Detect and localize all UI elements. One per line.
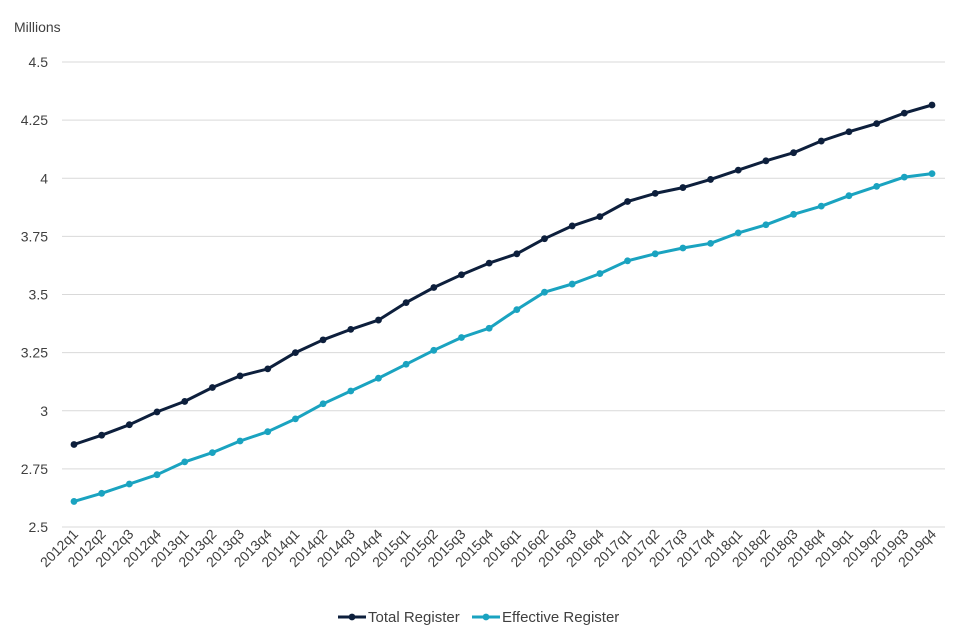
y-tick-label: 3.75 [21,228,48,244]
y-axis-ticks: 4.5 4.25 4 3.75 3.5 3.25 3 2.75 2.5 [21,54,48,535]
data-point [762,157,770,165]
data-point [125,480,133,488]
data-point [264,365,272,373]
data-point [98,431,106,439]
data-point [817,202,825,210]
data-point [900,109,908,117]
data-point [568,280,576,288]
y-tick-label: 2.5 [29,519,49,535]
data-point [762,221,770,229]
data-point [568,222,576,230]
y-tick-label: 2.75 [21,461,48,477]
series-total-register [70,101,936,448]
data-point [541,288,548,296]
data-point [707,176,714,183]
legend: Total Register Effective Register [338,609,619,626]
data-point [347,325,355,333]
data-point [375,316,382,324]
data-point [402,299,410,307]
data-point [596,213,604,221]
data-point [430,346,438,354]
series-layer [70,101,936,505]
data-point [485,324,493,332]
legend-item: Total Register [338,609,460,626]
y-tick-label: 4.25 [21,112,48,128]
data-point [70,441,78,448]
data-point [292,415,299,423]
data-point [236,372,244,380]
legend-swatch-marker [482,613,490,621]
y-tick-label: 4 [40,170,48,186]
data-point [236,437,244,445]
x-axis-ticks: 2012q12012q22012q32012q42013q12013q22013… [37,526,939,570]
legend-label: Total Register [368,609,460,626]
data-point [734,166,742,174]
y-tick-label: 3.25 [21,345,48,361]
data-point [264,428,272,436]
data-point [125,421,133,429]
data-point [928,101,936,109]
data-point [817,137,825,145]
gridlines [62,61,945,528]
data-point [319,336,327,344]
data-point [624,257,631,265]
data-point [651,189,659,197]
data-point [651,250,659,258]
data-point [98,489,106,497]
data-point [208,449,216,456]
y-tick-label: 3.5 [29,287,49,303]
y-tick-label: 4.5 [29,54,49,70]
data-point [292,349,299,357]
data-point [900,173,908,181]
data-point [679,184,687,191]
data-point [153,471,161,479]
legend-swatch-marker [348,613,356,621]
data-point [541,235,548,243]
data-point [375,374,382,382]
data-point [707,239,714,247]
data-point [513,306,521,314]
data-point [596,270,604,277]
data-point [181,458,189,466]
legend-item: Effective Register [472,609,619,626]
y-tick-label: 3 [40,403,48,419]
data-point [624,198,631,205]
data-point [734,229,742,237]
series-line [73,103,933,446]
data-point [347,387,355,395]
data-point [513,250,521,258]
data-point [319,400,327,408]
data-point [790,149,798,157]
data-point [845,128,853,136]
series-line [73,172,933,503]
data-point [430,284,438,291]
data-point [70,498,78,505]
legend-label: Effective Register [502,609,619,626]
data-point [928,170,936,178]
data-point [153,408,161,416]
data-point [873,120,881,128]
data-point [485,259,493,267]
data-point [790,210,798,218]
data-point [208,384,216,391]
data-point [181,398,189,405]
data-point [458,271,465,279]
data-point [458,334,465,341]
series-effective-register [70,170,936,505]
data-point [679,244,687,252]
data-point [845,192,853,200]
data-point [402,360,410,368]
data-point [873,182,881,190]
y-axis-unit-label: Millions [14,19,61,35]
